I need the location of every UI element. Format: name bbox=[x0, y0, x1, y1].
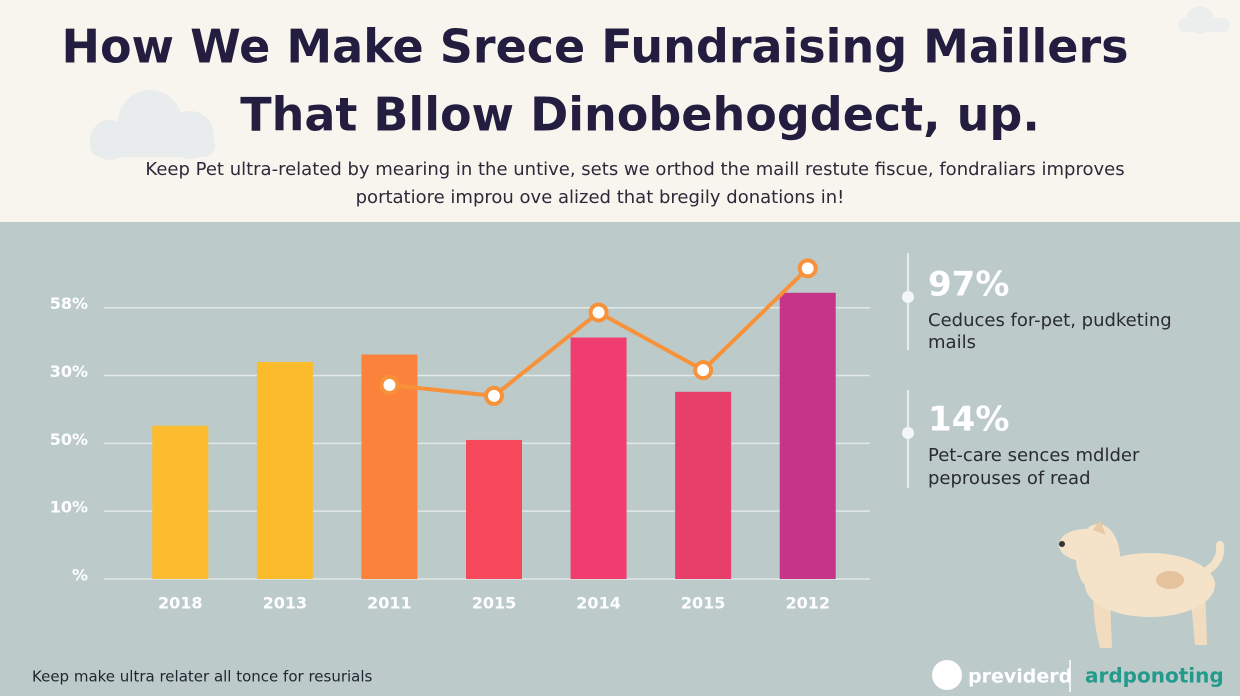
subtitle: portatiore improu ove alized that bregil… bbox=[356, 187, 845, 208]
x-tick-label: 2015 bbox=[681, 594, 726, 613]
y-tick-label: 10% bbox=[50, 498, 88, 517]
x-tick-label: 2012 bbox=[785, 594, 830, 613]
footer-note: Keep make ultra relater all tonce for re… bbox=[32, 668, 373, 686]
bar bbox=[152, 425, 209, 579]
line-point bbox=[797, 258, 818, 279]
y-tick-label: 30% bbox=[50, 362, 88, 381]
bullet bbox=[902, 427, 914, 439]
y-tick-label: % bbox=[72, 566, 88, 585]
bar bbox=[779, 292, 836, 579]
bar bbox=[675, 391, 732, 579]
bar bbox=[256, 361, 313, 579]
line-point bbox=[484, 385, 504, 406]
y-tick-label: 50% bbox=[50, 430, 88, 449]
brand-logo bbox=[932, 660, 962, 690]
x-tick-label: 2018 bbox=[158, 594, 203, 613]
bar bbox=[466, 439, 522, 579]
header-bg bbox=[0, 0, 1240, 222]
cloud bbox=[1178, 6, 1230, 34]
bar bbox=[570, 337, 627, 579]
x-tick-label: 2014 bbox=[576, 594, 621, 613]
stat-caption: peprouses of read bbox=[928, 468, 1091, 489]
brand-name: previderd bbox=[968, 666, 1072, 688]
stat-caption: Ceduces for-pet, pudketing bbox=[928, 310, 1172, 331]
stat-caption: Pet-care sences mdlder bbox=[928, 445, 1140, 466]
brand-name: ardponoting bbox=[1085, 664, 1224, 688]
line-point bbox=[379, 375, 400, 396]
stat-value: 97% bbox=[928, 265, 1009, 305]
stat-caption: mails bbox=[928, 332, 976, 353]
stat-value: 14% bbox=[928, 400, 1009, 440]
cloud bbox=[90, 90, 215, 160]
title: How We Make Srece Fundraising Maillers bbox=[61, 20, 1128, 74]
bullet bbox=[902, 291, 914, 303]
line-point bbox=[693, 360, 714, 381]
subtitle: Keep Pet ultra-related by mearing in the… bbox=[145, 159, 1124, 180]
x-tick-label: 2013 bbox=[263, 594, 308, 613]
x-tick-label: 2015 bbox=[472, 594, 517, 613]
title: That Bllow Dinobehogdect, up. bbox=[240, 88, 1040, 142]
x-tick-label: 2011 bbox=[367, 594, 412, 613]
dog bbox=[1059, 520, 1225, 648]
line-point bbox=[588, 302, 609, 323]
y-tick-label: 58% bbox=[50, 294, 88, 313]
